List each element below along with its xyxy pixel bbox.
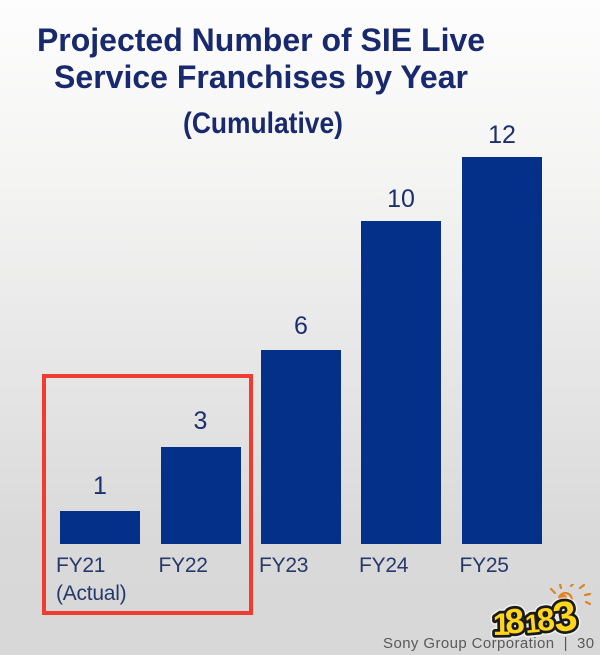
svg-text:1: 1 [493,607,511,642]
svg-text:8: 8 [535,601,556,638]
svg-text:8: 8 [503,601,526,642]
svg-text:1: 1 [524,608,541,639]
svg-text:1: 1 [493,607,511,642]
svg-text:1: 1 [524,608,541,639]
svg-text:8: 8 [503,601,526,642]
